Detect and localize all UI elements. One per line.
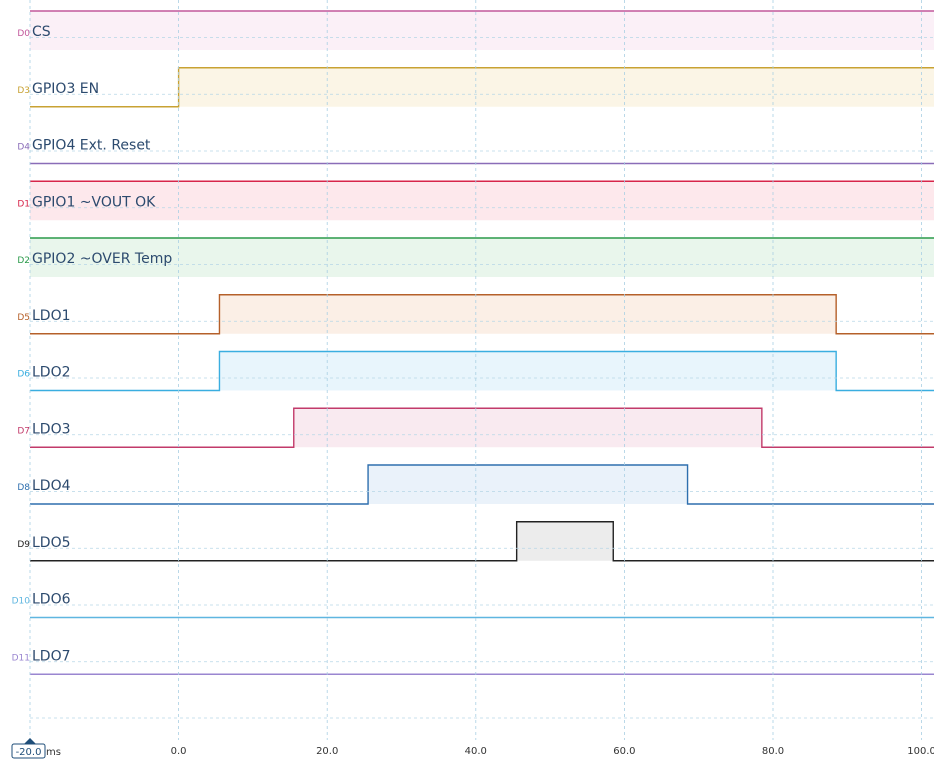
time-cursor[interactable]: -20.0 ms: [11, 738, 61, 759]
channel-id: D3: [17, 86, 30, 96]
channel-name[interactable]: CS: [32, 24, 51, 40]
channel-name[interactable]: LDO7: [32, 648, 71, 664]
signal-high-fill: [30, 238, 934, 277]
time-tick-label: 80.0: [762, 746, 784, 757]
channel-id: D10: [12, 597, 31, 607]
channel-name[interactable]: LDO6: [32, 592, 71, 608]
time-tick-label: 20.0: [316, 746, 338, 757]
signal-high-fill: [30, 181, 934, 221]
channel-name[interactable]: LDO3: [32, 421, 71, 437]
signal-high-fill: [219, 294, 837, 334]
channel-rows: [30, 10, 934, 675]
channel-id: D0: [17, 29, 30, 39]
grid: [29, 0, 934, 740]
channel-id: D5: [17, 313, 30, 323]
time-axis: 0.0 20.0 40.0 60.0 80.0 100.0: [171, 746, 934, 757]
channel-id: D8: [17, 483, 30, 493]
signal-waveform: [30, 521, 934, 562]
channel-row-d0[interactable]: [30, 10, 934, 50]
channel-name[interactable]: GPIO3 EN: [32, 81, 99, 97]
channel-name[interactable]: GPIO2 ~OVER Temp: [32, 251, 172, 267]
signal-high-fill: [30, 11, 934, 50]
signal-waveform: [30, 294, 934, 335]
channel-name[interactable]: LDO2: [32, 365, 71, 381]
channel-row-d3[interactable]: [30, 67, 934, 108]
channel-id: D4: [17, 143, 30, 153]
signal-high-fill: [293, 408, 762, 448]
channel-id: D6: [17, 370, 30, 380]
time-tick-label: 0.0: [171, 746, 187, 757]
channel-row-d2[interactable]: [30, 237, 934, 277]
signal-high-fill: [516, 521, 614, 561]
cursor-value: -20.0: [16, 747, 42, 758]
channel-row-d5[interactable]: [30, 294, 934, 335]
channel-name[interactable]: LDO4: [32, 478, 71, 494]
signal-high-fill: [368, 465, 688, 504]
signal-waveform: [30, 464, 934, 505]
channel-name[interactable]: GPIO4 Ext. Reset: [32, 138, 151, 154]
channel-name[interactable]: GPIO1 ~VOUT OK: [32, 194, 156, 210]
channel-id: D2: [17, 256, 30, 266]
channel-name[interactable]: LDO5: [32, 535, 71, 551]
channel-id: D9: [17, 540, 30, 550]
channel-id: D7: [17, 426, 30, 436]
signal-waveform: [30, 350, 934, 392]
cursor-value-box: [11, 743, 46, 759]
time-tick-label: 40.0: [465, 746, 487, 757]
channel-row-d9[interactable]: [30, 521, 934, 562]
channel-row-d8[interactable]: [30, 464, 934, 505]
channel-name[interactable]: LDO1: [32, 308, 71, 324]
channel-labels: D0 CS D3 GPIO3 EN D4 GPIO4 Ext. Reset D1 GPIO1 …: [12, 24, 173, 664]
channel-row-d6[interactable]: [30, 350, 934, 392]
cursor-marker-icon[interactable]: [24, 738, 36, 744]
signal-high-fill: [219, 351, 837, 391]
channel-row-d7[interactable]: [30, 407, 934, 448]
signal-high-fill: [178, 67, 934, 107]
time-tick-label: 60.0: [613, 746, 635, 757]
time-unit-label: ms: [46, 747, 61, 758]
channel-id: D1: [17, 199, 30, 209]
time-tick-label: 100.0: [907, 746, 934, 757]
channel-row-d1[interactable]: [30, 180, 934, 221]
signal-waveform: [30, 407, 934, 448]
signal-waveform: [30, 67, 934, 108]
channel-id: D11: [12, 653, 30, 663]
